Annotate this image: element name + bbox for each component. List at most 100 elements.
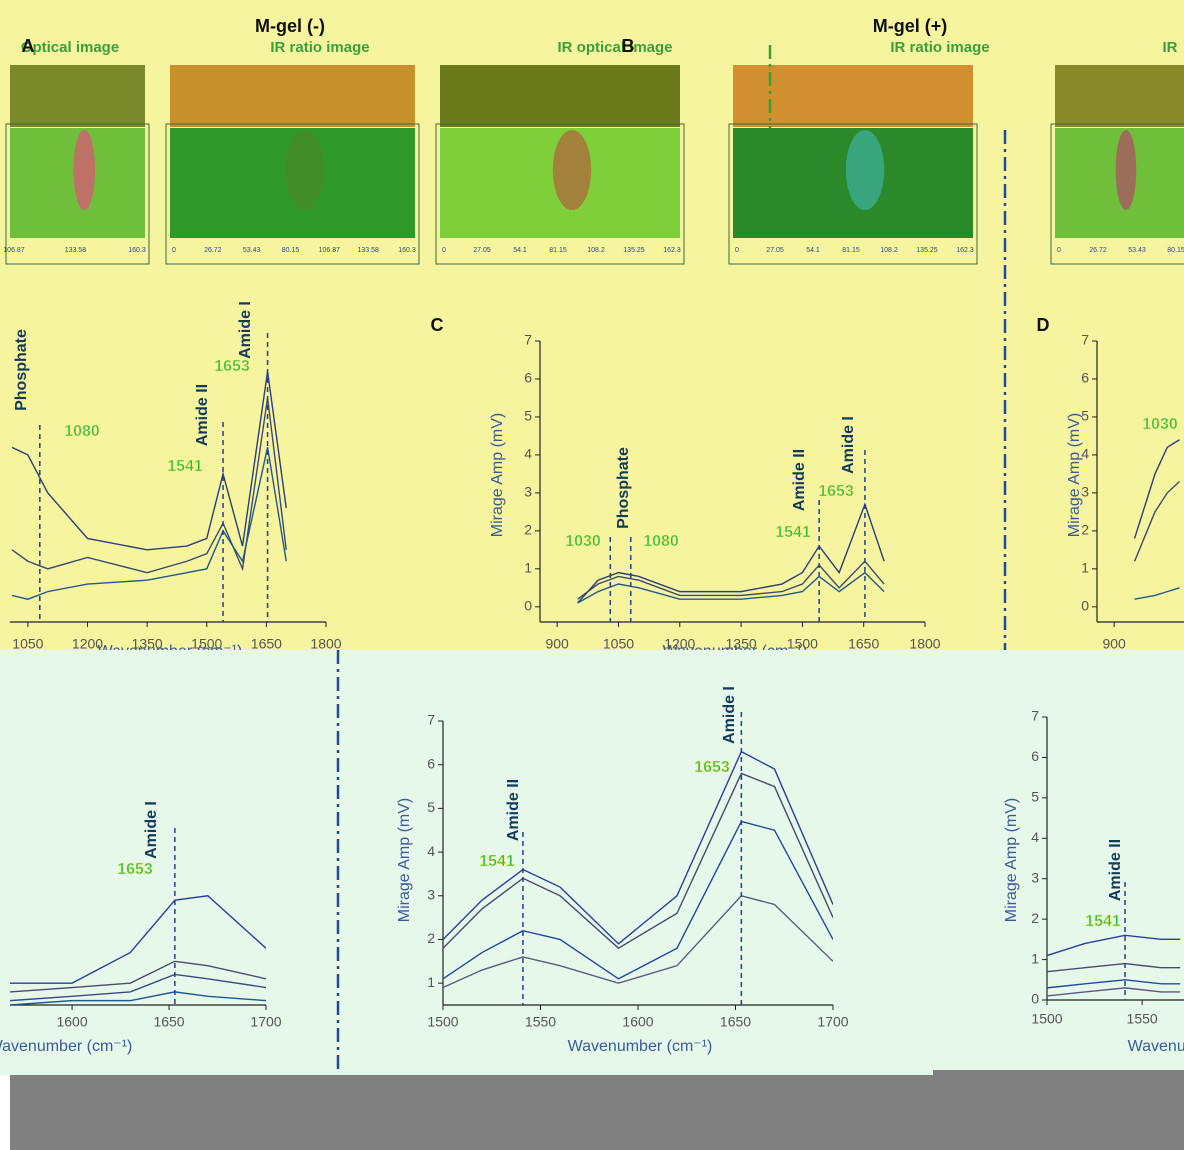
- spectrum-line: [10, 895, 266, 984]
- spectrum-line: [577, 571, 885, 604]
- spectrum-line: [443, 894, 833, 989]
- x-tick-label: 1800: [909, 636, 940, 652]
- peak-value: 1653: [694, 759, 730, 776]
- x-tick-label: 900: [545, 636, 569, 652]
- image-frame: [435, 123, 685, 265]
- image-label: Optical image: [21, 39, 119, 56]
- x-tick-label: 1600: [56, 1014, 87, 1030]
- image-tick-label: 106.87: [3, 247, 25, 254]
- image-tick-label: 53.43: [1128, 247, 1146, 254]
- y-tick-label: 6: [1081, 370, 1089, 386]
- x-tick-label: 900: [1102, 636, 1126, 652]
- x-tick-label: 1800: [310, 636, 341, 652]
- peak-label: Amide II: [791, 449, 808, 511]
- x-tick-label: 1350: [132, 636, 163, 652]
- x-tick-label: 1650: [153, 1014, 184, 1030]
- y-tick-label: 5: [1031, 789, 1039, 805]
- image-tick-label: 54.1: [806, 247, 820, 254]
- image-strip: [10, 65, 145, 127]
- spectrum-line: [577, 560, 885, 600]
- spectrum-line: [10, 960, 266, 993]
- y-tick-label: 5: [427, 799, 435, 815]
- y-tick-label: 2: [1081, 522, 1089, 538]
- image-tick-label: 0: [1057, 247, 1061, 254]
- peak-label: Amide I: [840, 416, 857, 474]
- image-tick-label: 81.15: [549, 247, 567, 254]
- peak-value: 1653: [214, 358, 250, 375]
- top-section: Optical image 106.87 133.58 160.3 IR ratio i…: [3, 39, 1184, 660]
- y-tick-label: 7: [1081, 332, 1089, 348]
- spectrum-line: [1047, 987, 1181, 997]
- peak-label: Amide I: [721, 686, 738, 744]
- y-tick-label: 1: [1031, 950, 1039, 966]
- image-tick-label: 133.58: [65, 247, 87, 254]
- spectrum-line: [1047, 934, 1181, 957]
- y-tick-label: 0: [1031, 991, 1039, 1007]
- x-tick-label: 1500: [787, 636, 818, 652]
- x-tick-label: 1500: [191, 636, 222, 652]
- peak-value: 1541: [479, 853, 515, 870]
- image-tick-label: 80.15: [1167, 247, 1184, 254]
- image-tick-label: 135.25: [623, 247, 645, 254]
- spectrum-line: [577, 502, 885, 604]
- peak-value: 1080: [643, 533, 679, 550]
- spectrum-line: [443, 772, 833, 950]
- image-strip: [440, 65, 680, 127]
- peak-value: 1541: [775, 524, 811, 541]
- y-tick-label: 1: [1081, 560, 1089, 576]
- peak-value: 1541: [167, 458, 203, 475]
- y-tick-label: 0: [1081, 598, 1089, 614]
- y-tick-label: 5: [1081, 408, 1089, 424]
- x-tick-label: 1700: [817, 1014, 848, 1030]
- y-axis-label: Mirage Amp (mV): [396, 798, 413, 922]
- y-tick-label: 7: [427, 712, 435, 728]
- x-tick-label: 1700: [250, 1014, 281, 1030]
- image-frame: [728, 123, 978, 265]
- image-tick-label: 27.05: [766, 247, 784, 254]
- gray-bar: [10, 1075, 1184, 1150]
- spectrum-line: [1134, 587, 1180, 600]
- peak-label: Phosphate: [13, 329, 30, 411]
- y-tick-label: 5: [524, 408, 532, 424]
- x-tick-label: 1650: [720, 1014, 751, 1030]
- peak-label: Phosphate: [615, 447, 632, 529]
- panel-letter: A: [22, 36, 35, 56]
- x-tick-label: 1050: [12, 636, 43, 652]
- peak-value: 1541: [1085, 913, 1121, 930]
- y-tick-label: 6: [524, 370, 532, 386]
- image-frame: [165, 123, 420, 265]
- x-tick-label: 1200: [72, 636, 103, 652]
- image-strip: [170, 65, 415, 127]
- bottom-background: [0, 650, 1184, 1075]
- y-tick-label: 1: [427, 974, 435, 990]
- y-axis-label: Mirage Amp (mV): [1066, 413, 1083, 537]
- peak-value: 1653: [818, 483, 854, 500]
- image-label: IR ratio image: [270, 39, 369, 56]
- image-tick-label: 26.72: [1089, 247, 1107, 254]
- x-tick-label: 1650: [251, 636, 282, 652]
- x-tick-label: 1550: [525, 1014, 556, 1030]
- y-tick-label: 4: [524, 446, 532, 462]
- image-tick-label: 108.2: [880, 247, 898, 254]
- panel-letter: B: [622, 36, 635, 56]
- y-tick-label: 2: [524, 522, 532, 538]
- group-title: M-gel (+): [873, 16, 948, 36]
- image-tick-label: 26.72: [204, 247, 222, 254]
- image-tick-label: 54.1: [513, 247, 527, 254]
- peak-value: 1030: [1142, 416, 1178, 433]
- y-tick-label: 3: [524, 484, 532, 500]
- image-tick-label: 162.3: [663, 247, 681, 254]
- y-axis-label: Mirage Amp (mV): [489, 413, 506, 537]
- image-tick-label: 81.15: [842, 247, 860, 254]
- image-label: IR optical image: [557, 39, 672, 56]
- x-axis-label: Wavenumber (cm⁻¹): [1128, 1038, 1184, 1055]
- y-tick-label: 7: [1031, 708, 1039, 724]
- spectrum-line: [1133, 439, 1180, 539]
- spectrum-line: [11, 447, 287, 600]
- image-feature: [1115, 130, 1137, 210]
- x-tick-label: 1500: [427, 1014, 458, 1030]
- y-tick-label: 4: [427, 843, 435, 859]
- spectrum-line: [443, 750, 833, 945]
- image-feature: [73, 130, 96, 210]
